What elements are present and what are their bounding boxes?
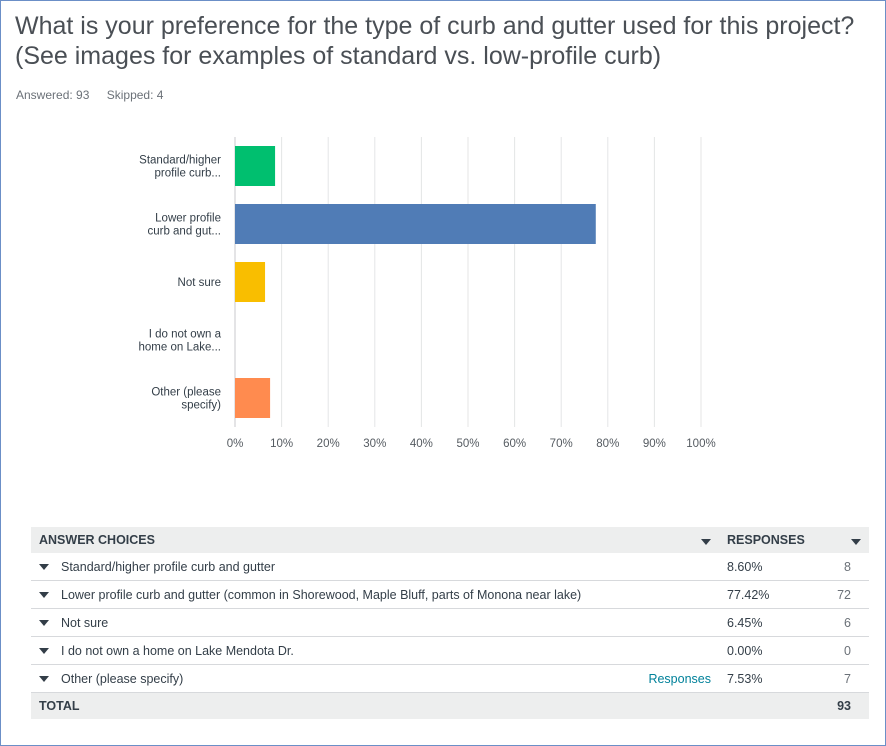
x-tick-label: 80% (596, 438, 619, 450)
table-row: Other (please specify) Responses 7.53% 7 (31, 664, 869, 693)
response-stats: Answered: 93 Skipped: 4 (16, 88, 177, 102)
category-label: Lower profile curb and gut... (147, 213, 221, 238)
bar (235, 378, 271, 418)
response-count: 8 (813, 553, 869, 581)
x-tick-label: 10% (270, 438, 293, 450)
bar-chart-svg: 0% 10% 20% 30% 40% 50% 60% 70% 80% 90% 100% Standar… (139, 137, 716, 450)
total-count: 93 (813, 692, 869, 719)
total-row: TOTAL 93 (31, 692, 869, 719)
sort-caret-icon[interactable] (701, 539, 711, 545)
response-percent: 77.42% (719, 580, 813, 609)
expand-caret-icon[interactable] (39, 592, 49, 599)
bar (235, 204, 596, 244)
x-tick-label: 20% (317, 438, 340, 450)
x-tick-label: 50% (456, 438, 479, 450)
answer-choice-cell: Standard/higher profile curb and gutter (31, 553, 633, 581)
expand-caret-icon[interactable] (39, 676, 49, 683)
category-label: I do not own a home on Lake... (139, 329, 222, 354)
category-label: Standard/higher profile curb... (139, 155, 221, 180)
responses-header-label: RESPONSES (727, 533, 805, 547)
response-count: 7 (813, 664, 869, 693)
category-label: Not sure (178, 277, 221, 289)
responses-link (633, 580, 719, 609)
x-tick-label: 70% (550, 438, 573, 450)
x-tick-label: 0% (227, 438, 244, 450)
answer-table: ANSWER CHOICES RESPONSES Standard/higher… (31, 527, 869, 719)
x-tick-label: 60% (503, 438, 526, 450)
responses-link[interactable]: Responses (633, 664, 719, 693)
response-percent: 6.45% (719, 608, 813, 637)
expand-caret-icon[interactable] (39, 564, 49, 571)
response-percent: 0.00% (719, 636, 813, 665)
responses-link (633, 553, 719, 581)
x-tick-label: 30% (363, 438, 386, 450)
response-count: 0 (813, 636, 869, 665)
answer-choice-label: I do not own a home on Lake Mendota Dr. (61, 643, 294, 658)
answer-choice-cell: Not sure (31, 608, 633, 637)
category-label: Other (please specify) (151, 387, 221, 412)
answer-choice-label: Not sure (61, 615, 109, 630)
answer-choices-header[interactable]: ANSWER CHOICES (31, 527, 719, 553)
expand-caret-icon[interactable] (39, 620, 49, 627)
answer-choice-cell: Other (please specify) (31, 664, 633, 693)
bar-chart: 0% 10% 20% 30% 40% 50% 60% 70% 80% 90% 100% Standar… (1, 129, 886, 459)
answer-choices-header-label: ANSWER CHOICES (39, 533, 155, 547)
question-title: What is your preference for the type of … (15, 12, 855, 70)
table-row: Not sure 6.45% 6 (31, 608, 869, 637)
table-row: Standard/higher profile curb and gutter 8… (31, 553, 869, 581)
x-tick-label: 90% (643, 438, 666, 450)
skipped-count: Skipped: 4 (106, 88, 164, 102)
answer-choice-label: Lower profile curb and gutter (common in… (61, 587, 582, 602)
total-label: TOTAL (31, 692, 813, 719)
responses-link (633, 636, 719, 665)
answer-choice-label: Standard/higher profile curb and gutter (61, 559, 276, 574)
x-tick-label: 40% (410, 438, 433, 450)
sort-caret-icon[interactable] (851, 539, 861, 545)
answered-count: Answered: 93 (16, 88, 90, 102)
bar (235, 146, 276, 186)
answer-choice-cell: I do not own a home on Lake Mendota Dr. (31, 636, 633, 665)
answer-choice-label: Other (please specify) (61, 671, 184, 686)
table-row: I do not own a home on Lake Mendota Dr. 0… (31, 636, 869, 665)
x-tick-label: 100% (686, 438, 715, 450)
response-percent: 8.60% (719, 553, 813, 581)
answer-choice-cell: Lower profile curb and gutter (common in… (31, 580, 633, 609)
expand-caret-icon[interactable] (39, 648, 49, 655)
responses-link (633, 608, 719, 637)
responses-header[interactable]: RESPONSES (719, 527, 869, 553)
table-header-row: ANSWER CHOICES RESPONSES (31, 527, 869, 553)
table-row: Lower profile curb and gutter (common in… (31, 580, 869, 609)
response-count: 72 (813, 580, 869, 609)
response-count: 6 (813, 608, 869, 637)
response-percent: 7.53% (719, 664, 813, 693)
bar (235, 262, 266, 302)
